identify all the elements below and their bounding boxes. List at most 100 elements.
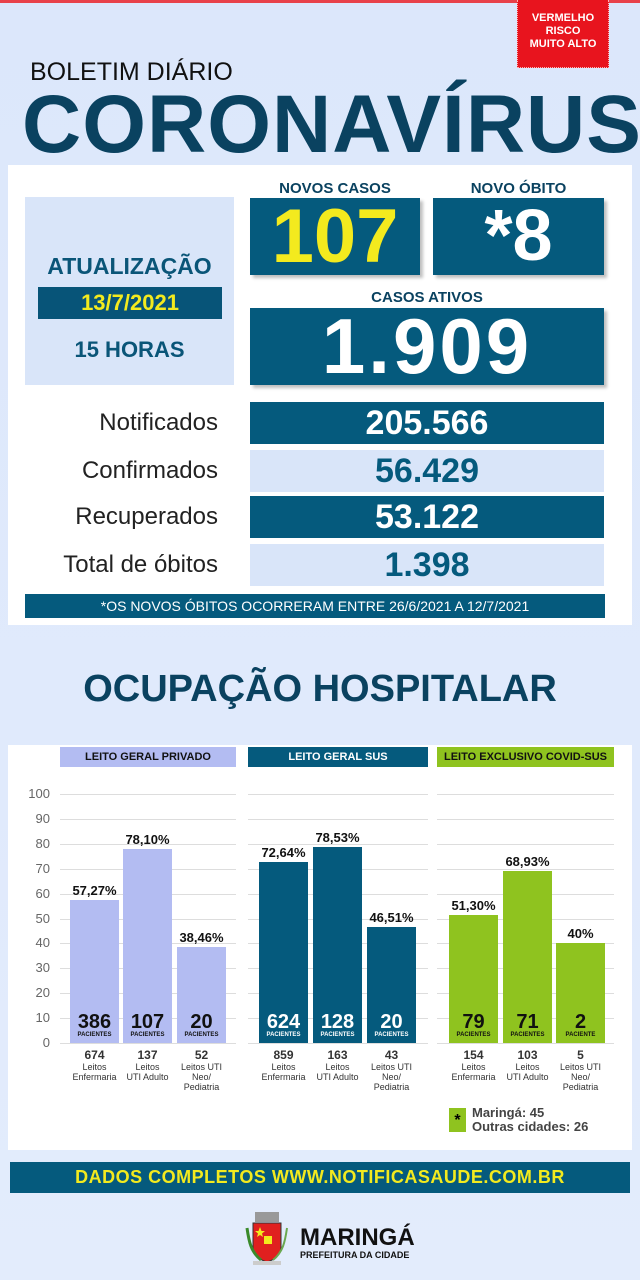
bar [449,915,498,1043]
y-tick-label: 20 [35,985,50,1001]
patients-number: 624 [266,1011,301,1033]
bar-percent-label: 78,10% [125,831,170,847]
bar [313,847,362,1043]
bar-percent-label: 38,46% [179,930,224,946]
patients-label: PACIENTES [130,1032,165,1038]
gridline [248,843,428,845]
bed-type-label: UTI Adulto [126,1072,169,1082]
patients-count: 20 PACIENTES [175,1012,229,1038]
bed-type-label: Enfermaria [451,1072,496,1082]
gridline [437,868,614,870]
active-cases-value: 1.909 [250,307,604,385]
patients-number: 386 [77,1011,112,1033]
gridline [60,843,236,845]
city-coat-of-arms-icon [245,1212,288,1265]
bar [259,862,308,1043]
bed-type-label: UTI Adulto [316,1072,359,1082]
y-tick-label: 50 [35,910,50,926]
y-tick-label: 70 [35,860,50,876]
beds-info: 859 Leitos Enfermaria [254,1049,314,1083]
gridline [248,794,428,795]
bed-type-label: Leitos UTI [559,1062,601,1072]
y-tick-label: 10 [35,1010,50,1026]
patients-number: 128 [320,1011,355,1033]
bed-type-label: Leitos [515,1062,540,1072]
gridline [60,1043,236,1044]
badge-line: VERMELHO [531,12,595,24]
stat-label: Notificados [99,409,218,436]
patients-label: PACIENTES [184,1032,219,1038]
patients-label: PACIENTES [266,1032,301,1038]
badge-line: MUITO ALTO [529,38,597,50]
patients-number: 79 [462,1011,485,1033]
stat-label: Confirmados [81,457,218,484]
bar-percent-label: 72,64% [261,845,306,861]
new-deaths-value: *8 [433,198,604,275]
patients-label: PACIENTE [565,1032,596,1038]
patients-count: 386 PACIENTES [68,1012,122,1038]
patients-number: 20 [190,1011,213,1033]
beds-info: 5 Leitos UTI Neo/Pediatria [551,1049,611,1093]
patients-label: PACIENTES [77,1032,112,1038]
badge-line: RISCO [545,25,581,37]
bar-percent-label: 78,53% [315,830,360,846]
beds-count: 137 [137,1048,158,1062]
bed-type-label: Neo/ [191,1072,211,1082]
legend-line: Outras cidades: 26 [472,1119,589,1134]
bed-type-label: Neo/ [381,1072,401,1082]
bar [503,871,552,1043]
beds-info: 43 Leitos UTI Neo/Pediatria [362,1048,422,1093]
stat-value: 205.566 [250,402,604,444]
group-header: LEITO EXCLUSIVO COVID-SUS [437,747,614,767]
gridline [60,818,236,820]
stat-label: Total de óbitos [63,551,218,578]
beds-info: 163 Leitos UTI Adulto [308,1048,368,1083]
bed-type-label: Leitos [325,1062,350,1072]
section-title: OCUPAÇÃO HOSPITALAR [83,668,557,710]
top-accent-line [0,0,640,3]
legend-line: Maringá: 45 [472,1105,545,1120]
footer-link[interactable]: DADOS COMPLETOS WWW.NOTIFICASAUDE.COM.BR [10,1162,630,1193]
bed-type-label: Leitos [271,1062,296,1072]
beds-info: 103 Leitos UTI Adulto [498,1049,558,1083]
bulletin-subtitle: BOLETIM DIÁRIO [30,58,233,86]
beds-info: 674 Leitos Enfermaria [65,1049,125,1083]
gridline [60,794,236,795]
bed-type-label: Leitos UTI [370,1062,412,1072]
group-header: LEITO GERAL PRIVADO [60,747,236,767]
stat-value: 53.122 [250,496,604,538]
bed-type-label: Leitos [82,1062,107,1072]
patients-count: 71 PACIENTES [501,1012,555,1038]
stat-label: Recuperados [75,503,218,530]
page-title: CORONAVÍRUS [22,79,640,170]
city-name: MARINGÁ [300,1224,415,1251]
risk-badge: VERMELHO RISCO MUITO ALTO [517,0,609,68]
patients-number: 107 [130,1011,165,1033]
gridline [437,794,614,795]
patients-number: 2 [574,1011,587,1033]
patients-count: 20 PACIENTES [365,1012,419,1038]
new-cases-value: 107 [250,198,420,275]
bed-type-label: Leitos UTI [180,1062,222,1072]
bed-type-label: Neo/ [570,1072,590,1082]
y-tick-label: 60 [35,885,50,901]
beds-count: 43 [384,1048,399,1062]
update-label: ATUALIZAÇÃO [47,253,212,279]
bed-type-label: UTI Adulto [506,1072,549,1082]
gridline [437,818,614,820]
beds-count: 163 [327,1048,348,1062]
bar [556,943,605,1043]
bed-type-label: Pediatria [373,1082,410,1092]
gridline [437,1043,614,1044]
patients-number: 71 [516,1011,539,1033]
gridline [248,1043,428,1044]
beds-count: 52 [194,1048,209,1062]
bar-percent-label: 51,30% [451,898,496,914]
patients-label: PACIENTES [374,1032,409,1038]
update-time: 15 HORAS [74,337,185,362]
beds-info: 154 Leitos Enfermaria [444,1049,504,1083]
asterisk-legend-icon: * [449,1108,466,1132]
bed-type-label: Leitos [135,1062,160,1072]
new-deaths-label: NOVO ÓBITO [470,180,567,197]
patients-count: 79 PACIENTES [447,1012,501,1038]
